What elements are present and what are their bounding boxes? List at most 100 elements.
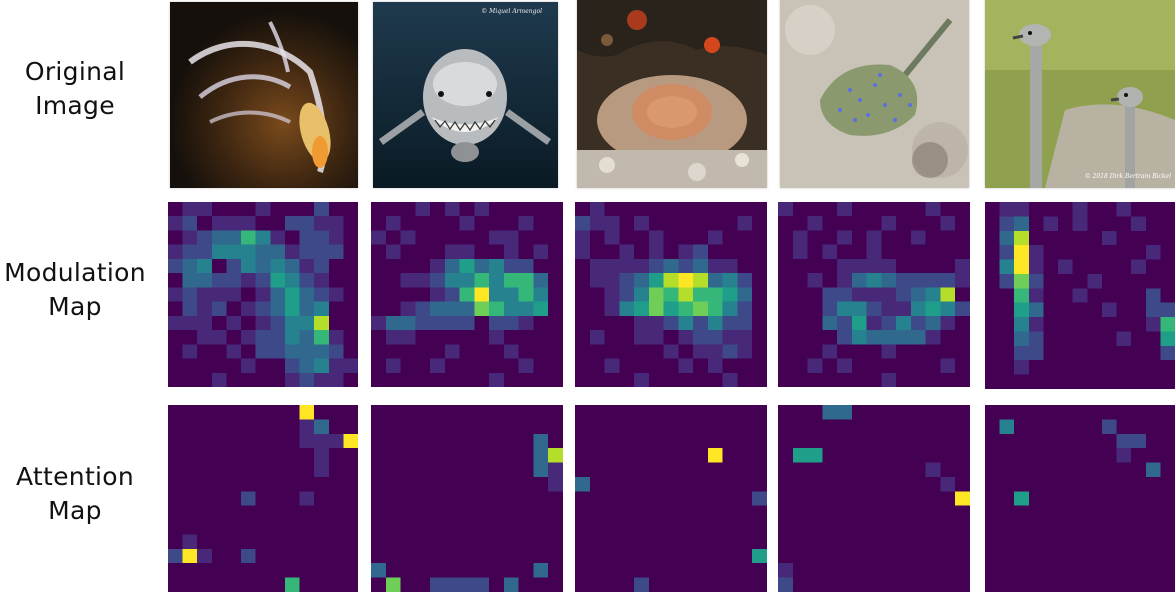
heatmap-cell	[314, 577, 330, 592]
heatmap-cell	[807, 563, 823, 578]
heatmap-cell	[722, 419, 738, 435]
heatmap-cell	[459, 448, 475, 463]
heatmap-cell	[1145, 433, 1161, 449]
heatmap-cell	[444, 344, 460, 359]
heatmap-cell	[533, 405, 549, 420]
heatmap-cell	[197, 372, 213, 387]
heatmap-cell	[1116, 577, 1132, 592]
heatmap-cell	[1072, 548, 1088, 564]
heatmap-cell	[1014, 273, 1030, 289]
heatmap-cell	[182, 244, 198, 260]
heatmap-cell	[575, 462, 591, 478]
heatmap-cell	[444, 448, 460, 463]
heatmap-cell	[1028, 548, 1044, 564]
heatmap-cell	[1087, 317, 1103, 332]
heatmap-cell	[678, 315, 694, 331]
heatmap-cell	[518, 405, 534, 420]
heatmap-cell	[955, 462, 970, 478]
heatmap-cell	[866, 301, 882, 317]
heatmap-cell	[400, 330, 416, 345]
heatmap-cell	[518, 520, 534, 535]
heatmap-cell	[1145, 419, 1161, 435]
heatmap-cell	[241, 520, 256, 535]
heatmap-cell	[955, 258, 970, 274]
heatmap-cell	[489, 433, 505, 449]
heatmap-cell	[678, 577, 694, 592]
heatmap-cell	[197, 315, 213, 331]
heatmap-cell	[778, 520, 794, 535]
heatmap-cell	[400, 216, 416, 231]
heatmap-cell	[459, 258, 475, 274]
heatmap-cell	[663, 244, 679, 260]
heatmap-cell	[1116, 216, 1132, 232]
heatmap-cell	[1043, 374, 1059, 389]
heatmap-cell	[197, 344, 213, 359]
heatmap-cell	[648, 505, 664, 521]
heatmap-cell	[837, 563, 853, 578]
heatmap-cell	[226, 244, 242, 260]
heatmap-cell	[1116, 360, 1132, 375]
heatmap-cell	[385, 563, 401, 578]
heatmap-cell	[415, 216, 431, 231]
heatmap-cell	[851, 563, 867, 578]
heatmap-cell	[752, 301, 767, 317]
heatmap-cell	[314, 258, 330, 274]
heatmap-cell	[575, 330, 591, 345]
heatmap-cell	[896, 548, 912, 564]
heatmap-cell	[722, 273, 738, 288]
heatmap-cell	[314, 301, 330, 317]
heatmap-cell	[328, 287, 344, 302]
heatmap-cell	[518, 372, 534, 387]
heatmap-cell	[881, 287, 897, 302]
heatmap-cell	[792, 315, 808, 331]
heatmap-cell	[168, 476, 183, 492]
heatmap-cell	[1014, 433, 1030, 449]
heatmap-cell	[707, 419, 723, 435]
heatmap-cell	[837, 462, 853, 478]
heatmap-cell	[284, 534, 300, 550]
heatmap-cell	[371, 520, 387, 535]
heatmap-cell	[1131, 548, 1147, 564]
heatmap-cell	[896, 433, 912, 449]
heatmap-cell	[985, 273, 1000, 289]
heatmap-cell	[1116, 302, 1132, 318]
heatmap-cell	[343, 230, 358, 245]
heatmap-cell	[851, 202, 867, 217]
heatmap-cell	[241, 258, 256, 274]
heatmap-cell	[822, 244, 838, 260]
heatmap-cell	[444, 202, 460, 217]
heatmap-cell	[1014, 374, 1030, 389]
heatmap-cell	[1116, 448, 1132, 463]
heatmap-cell	[925, 273, 941, 288]
heatmap-cell	[822, 577, 838, 592]
heatmap-cell	[1043, 563, 1059, 578]
heatmap-cell	[663, 433, 679, 449]
heatmap-cell	[634, 534, 650, 550]
heatmap-cell	[211, 563, 227, 578]
heatmap-cell	[299, 476, 315, 492]
heatmap-cell	[1028, 534, 1044, 550]
heatmap-cell	[533, 301, 549, 317]
heatmap-cell	[792, 505, 808, 521]
row-label-line: Image	[35, 91, 115, 120]
heatmap-cell	[489, 287, 505, 302]
heatmap-cell	[678, 202, 694, 217]
heatmap-cell	[518, 287, 534, 302]
heatmap-cell	[1014, 577, 1030, 592]
heatmap-cell	[985, 288, 1000, 303]
heatmap-cell	[851, 505, 867, 521]
heatmap-cell	[778, 372, 794, 387]
heatmap-cell	[722, 258, 738, 274]
photo-ostriches: © 2018 Dirk Bertram Bickel	[985, 0, 1175, 188]
heatmap-cell	[503, 258, 519, 274]
heatmap-cell	[226, 548, 242, 564]
photo-stingray	[780, 0, 969, 188]
heatmap-cell	[955, 563, 970, 578]
heatmap-cell	[866, 202, 882, 217]
heatmap-cell	[197, 258, 213, 274]
heatmap-cell	[168, 491, 183, 506]
heatmap-cell	[1058, 419, 1073, 435]
heatmap-cell	[168, 405, 183, 420]
heatmap-cell	[385, 344, 401, 359]
heatmap-cell	[985, 448, 1000, 463]
